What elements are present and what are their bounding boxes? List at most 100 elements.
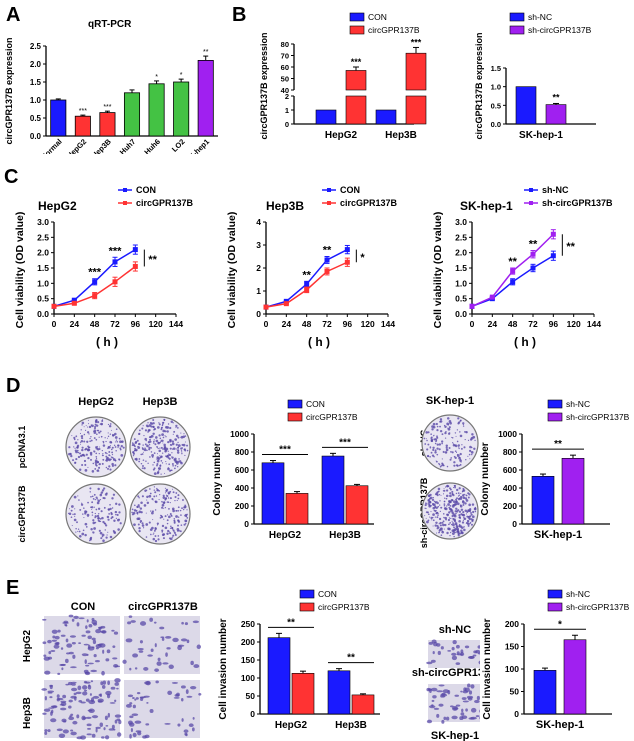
colony-dot (84, 522, 88, 526)
colony-dot (165, 455, 169, 458)
cell-blob (69, 715, 72, 718)
x-tick-label: 120 (361, 319, 375, 329)
cell-blob (428, 641, 434, 645)
colony-dot (446, 417, 450, 420)
y-tick-label: 3 (256, 240, 261, 250)
cell-blob (53, 644, 60, 649)
colony-dot (177, 509, 180, 512)
colony-dot (145, 512, 147, 514)
cell-blob (68, 705, 72, 709)
x-tick-label: HepG2 (269, 530, 302, 541)
colony-dot (104, 451, 107, 454)
colony-dot (83, 433, 86, 436)
cell-blob (42, 641, 47, 645)
colony-dot (465, 513, 468, 515)
data-point (324, 257, 330, 263)
y-axis-label: circGPR137B expression (259, 32, 269, 139)
colony-dot (165, 497, 168, 500)
colony-dot (463, 497, 465, 499)
cell-blob (451, 715, 458, 720)
legend-marker (123, 188, 127, 192)
colony-dot (113, 531, 116, 534)
chart-c3-skhep1-viability: SK-hep-1 sh-NC sh-circGPR137B Cell viabilit… (432, 185, 613, 349)
colony-dot (162, 496, 166, 500)
colony-dot (166, 514, 169, 516)
cell-blob (102, 680, 107, 685)
data-point (132, 263, 138, 269)
colony-dot (453, 500, 456, 504)
colony-dot (151, 454, 154, 457)
bar (405, 52, 427, 91)
cell-blob (51, 629, 58, 634)
colony-dot (166, 519, 169, 522)
colony-dot (428, 500, 432, 504)
cell-blob (190, 686, 197, 690)
cell-blob (104, 715, 108, 721)
colony-dot (435, 512, 438, 515)
cell-blob (91, 637, 96, 641)
colony-dot (169, 490, 172, 493)
colony-dot (134, 504, 136, 507)
colony-dot (158, 449, 161, 453)
cell-blob (101, 684, 106, 689)
colony-dot (455, 507, 458, 510)
legend-marker (529, 201, 533, 205)
colony-dot (98, 446, 100, 448)
colony-dot (172, 433, 174, 435)
legend-swatch (547, 412, 563, 422)
colony-dot (167, 423, 170, 425)
legend-label: sh-NC (566, 589, 590, 599)
colony-dot (160, 426, 163, 429)
significance-label: ** (529, 239, 538, 251)
y-tick-label: 2 (256, 263, 261, 273)
colony-dot (184, 449, 187, 452)
colony-dot (175, 434, 179, 438)
cell-blob (150, 648, 154, 653)
colony-dot (152, 464, 154, 466)
bar (148, 83, 165, 137)
colony-dot (161, 439, 164, 442)
cell-blob (111, 724, 115, 730)
colony-dot (148, 448, 151, 451)
colony-dot (156, 464, 158, 467)
colony-dot (439, 504, 441, 506)
colony-dot (448, 446, 451, 450)
colony-dot (470, 513, 473, 516)
transwell-images: CON circGPR137B HepG2 Hep3B sh-NC sh-cir… (22, 601, 480, 741)
colony-dot (72, 459, 75, 462)
colony-dot (80, 440, 84, 443)
colony-dot (435, 440, 437, 442)
cell-blob (71, 641, 76, 645)
colony-dot (449, 488, 452, 491)
legend-swatch (547, 589, 563, 599)
colony-dot (451, 436, 453, 438)
cell-blob (433, 707, 440, 710)
colony-dot (142, 459, 145, 461)
colony-dot (459, 452, 462, 456)
colony-dot (179, 530, 182, 533)
x-axis-label: ( h ) (514, 335, 536, 349)
colony-dot (456, 497, 458, 500)
colony-dot (181, 499, 184, 501)
cell-blob (68, 716, 75, 721)
cell-blob (460, 690, 463, 693)
colony-dot (442, 513, 445, 515)
cell-blob (85, 698, 90, 702)
colony-dot (454, 450, 457, 453)
colony-dot (442, 450, 445, 453)
colony-dot (77, 495, 79, 497)
colony-dot (180, 435, 184, 439)
colony-dot (133, 438, 136, 441)
data-point (324, 268, 330, 274)
x-tick-label: 48 (508, 319, 518, 329)
x-tick-label: 24 (282, 319, 292, 329)
colony-dot (161, 452, 164, 454)
colony-dot (441, 529, 443, 532)
colony-dot (153, 452, 156, 455)
colony-dot (161, 529, 164, 532)
colony-dot (96, 514, 100, 518)
colony-dot (138, 510, 142, 514)
y-tick-label: 2.0 (37, 248, 49, 258)
cell-blob (186, 695, 193, 698)
photo-right-bottom-label: SK-hep-1 (431, 730, 479, 741)
